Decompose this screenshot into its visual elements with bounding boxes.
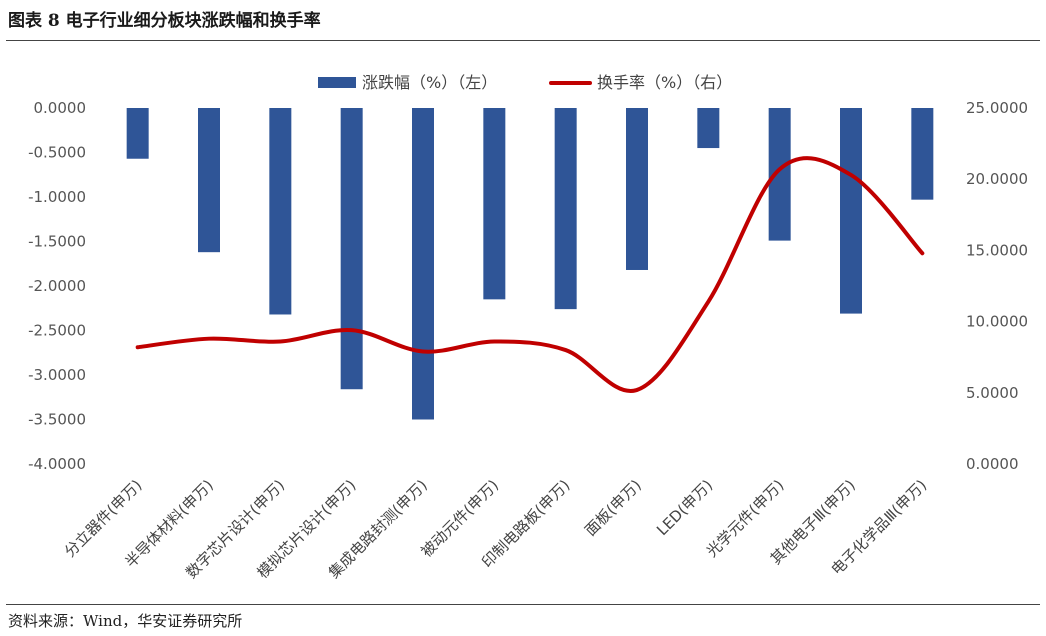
bar: [626, 108, 648, 270]
turnover-line: [135, 156, 925, 393]
bar: [340, 108, 363, 390]
source-note: 资料来源：Wind，华安证券研究所: [8, 612, 243, 630]
right-tick-label: 10.0000: [966, 313, 1028, 331]
left-tick-label: 0.0000: [34, 99, 87, 117]
right-tick-label: 0.0000: [966, 455, 1019, 473]
chart: 涨跌幅（%）（左） 换手率（%）（右） 0.0000 -0.5000 -1.0000…: [28, 73, 1028, 582]
bar: [911, 108, 934, 200]
right-tick-label: 15.0000: [966, 241, 1028, 259]
left-tick-label: -4.0000: [28, 455, 86, 473]
left-tick-label: -3.0000: [28, 366, 86, 384]
category-axis: 分立器件(申万)半导体材料(申万)数字芯片设计(申万)模拟芯片设计(申万)集成电…: [61, 476, 930, 582]
bar: [269, 108, 292, 315]
right-axis: 25.0000 20.0000 15.0000 10.0000 5.0000 0.0000: [966, 99, 1028, 473]
bar: [412, 108, 434, 420]
category-label: 面板(申万): [581, 476, 644, 539]
left-axis: 0.0000 -0.5000 -1.0000 -1.5000 -2.0000 -2.500…: [28, 99, 86, 473]
bar: [126, 108, 149, 159]
right-tick-label: 25.0000: [966, 99, 1028, 117]
bar-series: [126, 108, 934, 420]
category-label: LED(申万): [653, 476, 716, 539]
right-tick-label: 20.0000: [966, 170, 1028, 188]
left-tick-label: -1.0000: [28, 188, 86, 206]
right-tick-label: 5.0000: [966, 384, 1019, 402]
bar: [768, 108, 791, 241]
bar: [697, 108, 720, 149]
left-tick-label: -1.5000: [28, 233, 86, 251]
bar: [198, 108, 220, 253]
legend-bar-swatch: [318, 77, 356, 88]
bar: [554, 108, 577, 310]
legend-bar-label: 涨跌幅（%）（左）: [362, 73, 497, 92]
legend-line-label: 换手率（%）（右）: [597, 73, 732, 92]
top-rule: [6, 40, 1040, 41]
left-tick-label: -2.5000: [28, 322, 86, 340]
left-tick-label: -0.5000: [28, 144, 86, 162]
left-tick-label: -2.0000: [28, 277, 86, 295]
bottom-rule: [6, 604, 1040, 605]
legend: 涨跌幅（%）（左） 换手率（%）（右）: [318, 73, 732, 92]
bar: [840, 108, 862, 314]
bar: [483, 108, 506, 300]
figure-title: 图表 8 电子行业细分板块涨跌幅和换手率: [8, 11, 321, 31]
left-tick-label: -3.5000: [28, 411, 86, 429]
